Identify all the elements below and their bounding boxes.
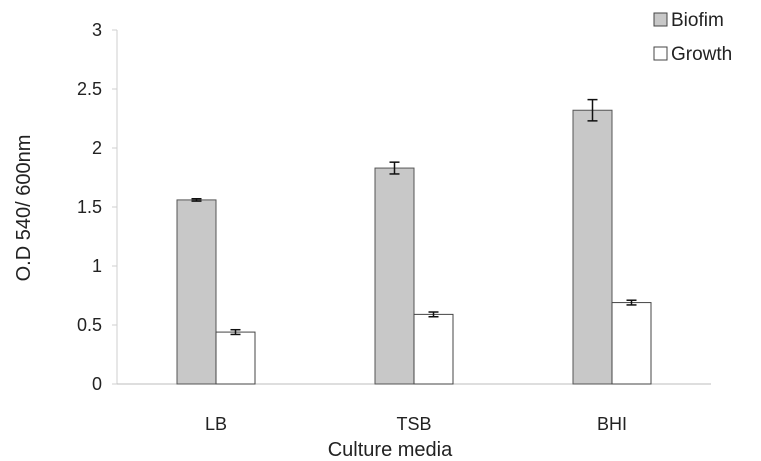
bar-growth-lb xyxy=(215,331,256,385)
bar-biofim-bhi xyxy=(572,109,613,385)
y-tick-label: 2 xyxy=(92,138,102,158)
y-tick-labels: 0 0.5 1 1.5 2 2.5 3 xyxy=(77,20,117,394)
legend-label-biofim: Biofim xyxy=(671,10,724,31)
bar-growth-bhi xyxy=(611,302,652,385)
error-bar-growth-bhi xyxy=(626,299,637,306)
bar-biofim-tsb xyxy=(374,167,415,385)
x-tick-label: LB xyxy=(205,414,227,434)
error-bar-biofim-bhi xyxy=(587,98,598,122)
legend: Biofim Growth xyxy=(653,10,732,65)
bar-group xyxy=(176,98,652,385)
y-tick-label: 2.5 xyxy=(77,79,102,99)
y-tick-label: 1 xyxy=(92,256,102,276)
legend-swatch-growth xyxy=(653,46,668,61)
error-bar-growth-tsb xyxy=(428,311,439,318)
error-bar-growth-lb xyxy=(230,328,241,336)
y-axis: 0 0.5 1 1.5 2 2.5 3 xyxy=(77,20,118,394)
y-tick-label: 0 xyxy=(92,374,102,394)
x-tick-label: TSB xyxy=(396,414,431,434)
y-tick-label: 0.5 xyxy=(77,315,102,335)
bar-biofim-lb xyxy=(176,199,217,385)
x-tick-labels: LB TSB BHI xyxy=(205,414,627,434)
legend-swatch-biofim xyxy=(653,12,668,27)
x-axis-label: Culture media xyxy=(328,439,453,461)
bar-growth-tsb xyxy=(413,313,454,385)
y-tick-label: 1.5 xyxy=(77,197,102,217)
error-bar-biofim-lb xyxy=(191,197,202,202)
y-tick-label: 3 xyxy=(92,20,102,40)
legend-label-growth: Growth xyxy=(671,44,732,65)
error-bar-biofim-tsb xyxy=(389,161,400,175)
y-axis-label: O.D 540/ 600nm xyxy=(13,135,35,282)
x-tick-label: BHI xyxy=(597,414,627,434)
